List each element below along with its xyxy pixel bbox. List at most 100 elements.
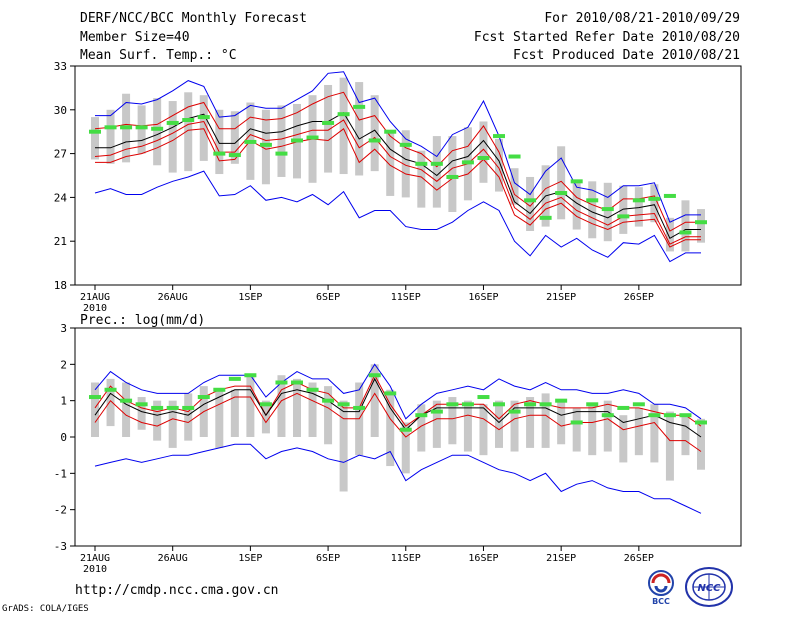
precip-panel-title: Prec.: log(mm/d) xyxy=(80,313,205,328)
x-tick-year: 2010 xyxy=(83,564,107,575)
spread-box xyxy=(153,98,162,166)
observed-marker xyxy=(648,413,661,418)
observed-marker xyxy=(275,380,288,385)
spread-box xyxy=(697,418,705,470)
spread-box xyxy=(261,109,270,185)
spread-box xyxy=(448,397,457,445)
spread-box xyxy=(386,389,395,467)
observed-marker xyxy=(89,129,101,134)
spread-box xyxy=(324,386,333,445)
observed-marker xyxy=(695,420,707,425)
observed-marker xyxy=(524,402,537,407)
envelope-line xyxy=(94,363,702,420)
spread-box xyxy=(603,400,612,452)
observed-marker xyxy=(259,402,272,407)
spread-box xyxy=(355,82,364,176)
observed-marker xyxy=(679,230,692,235)
spread-box xyxy=(370,95,379,172)
observed-marker xyxy=(555,191,568,196)
spread-box xyxy=(495,139,503,192)
observed-marker xyxy=(508,154,521,159)
observed-marker xyxy=(291,138,303,143)
spread-box xyxy=(153,400,162,441)
y-tick-label: 30 xyxy=(54,104,67,117)
observed-marker xyxy=(306,387,319,392)
spread-box xyxy=(697,209,705,243)
spread-box xyxy=(122,382,131,437)
y-tick-label: 33 xyxy=(54,60,67,73)
forecast-period: For 2010/08/21-2010/09/29 xyxy=(544,11,740,26)
spread-box xyxy=(261,400,270,434)
observed-marker xyxy=(384,391,397,396)
x-tick-label: 21SEP xyxy=(546,553,576,564)
envelope-line xyxy=(94,443,702,514)
spread-box xyxy=(557,400,566,445)
x-tick-label: 11SEP xyxy=(391,292,421,303)
observed-marker xyxy=(415,161,428,166)
spread-box xyxy=(215,389,224,448)
spread-box xyxy=(168,101,177,173)
observed-marker xyxy=(430,161,443,166)
spread-box xyxy=(137,105,146,154)
observed-marker xyxy=(461,160,474,165)
member-size: Member Size=40 xyxy=(80,30,190,45)
spread-box xyxy=(572,407,581,452)
x-tick-label: 21SEP xyxy=(546,292,576,303)
spread-line xyxy=(94,392,702,452)
observed-marker xyxy=(399,142,412,147)
spread-box xyxy=(277,375,286,437)
observed-marker xyxy=(601,413,614,418)
x-tick-label: 16SEP xyxy=(468,553,498,564)
spread-box xyxy=(588,181,597,239)
y-tick-label: 24 xyxy=(54,191,68,204)
spread-box xyxy=(432,136,441,208)
mean-line xyxy=(95,112,701,240)
envelope-line xyxy=(94,170,701,263)
y-tick-label: 18 xyxy=(54,279,67,292)
observed-marker xyxy=(446,402,459,407)
spread-box xyxy=(526,397,535,448)
spread-box xyxy=(215,109,224,175)
observed-marker xyxy=(322,398,335,403)
x-tick-label: 26SEP xyxy=(624,553,654,564)
grads-credit: GrADS: COLA/IGES xyxy=(2,604,89,614)
observed-marker xyxy=(166,120,179,125)
spread-box xyxy=(199,95,208,161)
spread-line xyxy=(94,374,702,427)
variable-label: Mean Surf. Temp.: °C xyxy=(80,48,237,63)
observed-marker xyxy=(524,198,537,203)
spread-box xyxy=(277,105,286,177)
observed-marker xyxy=(384,129,397,134)
x-tick-label: 6SEP xyxy=(316,292,340,303)
spread-line xyxy=(94,91,701,232)
spread-line xyxy=(95,128,701,248)
x-tick-label: 21AUG xyxy=(80,553,110,564)
observed-marker xyxy=(291,380,303,385)
observed-marker xyxy=(244,373,257,378)
source-url[interactable]: http://cmdp.ncc.cma.gov.cn xyxy=(75,583,279,598)
spread-box xyxy=(681,415,690,456)
observed-marker xyxy=(539,215,552,220)
observed-marker xyxy=(617,214,630,219)
observed-marker xyxy=(570,179,583,184)
observed-marker xyxy=(135,402,148,407)
y-tick-label: 2 xyxy=(60,358,67,371)
spread-box xyxy=(510,400,519,452)
observed-marker xyxy=(182,118,195,123)
spread-box xyxy=(417,404,426,452)
observed-marker xyxy=(353,104,366,109)
spread-box xyxy=(308,382,317,437)
spread-box xyxy=(91,117,99,160)
x-tick-label: 11SEP xyxy=(391,553,421,564)
observed-marker xyxy=(306,135,319,140)
observed-marker xyxy=(135,125,148,130)
observed-marker xyxy=(695,220,707,225)
envelope-line xyxy=(95,71,701,223)
spread-box xyxy=(401,130,410,198)
spread-box xyxy=(417,150,426,208)
observed-marker xyxy=(151,405,164,410)
spread-box xyxy=(526,176,535,231)
x-tick-label: 26SEP xyxy=(624,292,654,303)
